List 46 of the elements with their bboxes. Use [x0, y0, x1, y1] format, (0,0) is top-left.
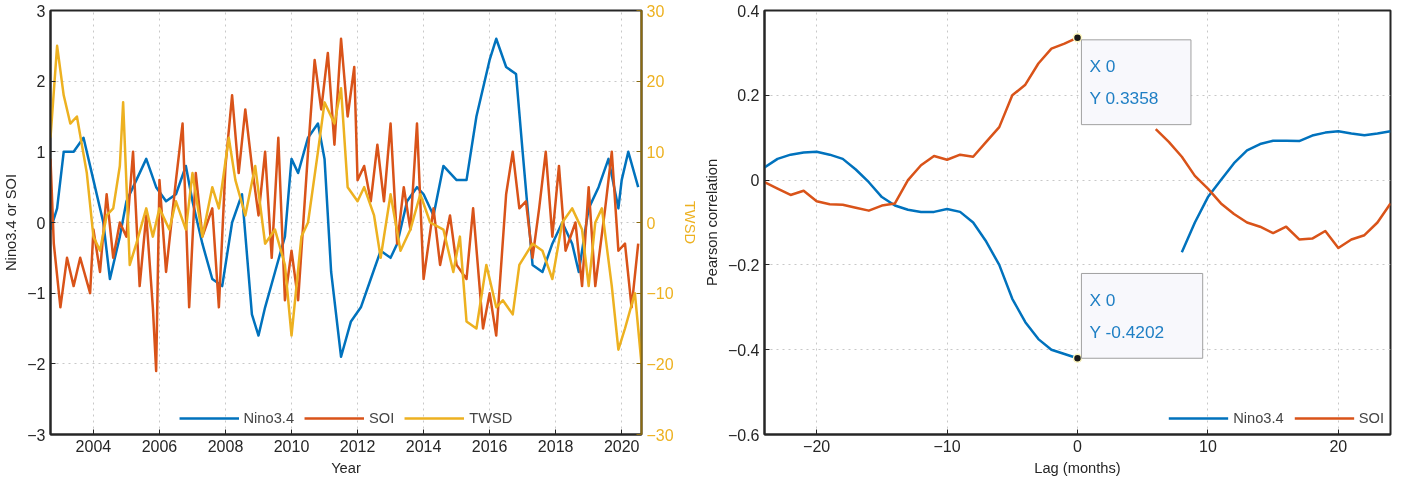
y-tick-label: −3 [27, 426, 46, 444]
y-axis-title: Pearson correlation [703, 158, 720, 287]
x-tick-label: −10 [933, 437, 961, 455]
x-axis-title: Lag (months) [1034, 459, 1121, 476]
x-tick-label: 2012 [339, 437, 376, 455]
legend-label: Nino3.4 [243, 410, 295, 426]
y2-axis-title: TWSD [681, 200, 698, 245]
y-tick-label: 1 [36, 143, 46, 161]
y2-tick-label: 0 [646, 214, 656, 232]
x-axis-title: Year [331, 459, 361, 476]
x-tick-label: −20 [803, 437, 831, 455]
x-tick-label: 2004 [75, 437, 112, 455]
legend-label: SOI [1358, 410, 1384, 426]
y2-tick-label: 30 [646, 2, 665, 20]
y2-tick-label: −10 [646, 285, 674, 303]
x-tick-label: 2016 [471, 437, 508, 455]
y-tick-label: 3 [36, 2, 46, 20]
annotation: X 0 Y 0.3358 [1089, 56, 1159, 109]
y2-tick-label: −20 [646, 355, 674, 373]
y2-tick-label: 10 [646, 143, 665, 161]
x-tick-label: 2018 [537, 437, 574, 455]
x-tick-label: 2010 [273, 437, 310, 455]
legend-label: Nino3.4 [1233, 410, 1284, 426]
y2-tick-label: −30 [646, 426, 674, 444]
y-tick-label: 0 [750, 172, 760, 190]
annotation: X 0 Y -0.4202 [1089, 289, 1165, 342]
y-tick-label: 2 [36, 73, 46, 91]
legend-label: SOI [369, 410, 395, 426]
y-axis-title: Nino3.4 or SOI [3, 174, 20, 271]
x-tick-label: 20 [1329, 437, 1348, 455]
y-tick-label: −2 [27, 355, 46, 373]
y-tick-label: 0.4 [737, 2, 760, 20]
x-tick-label: 10 [1199, 437, 1217, 455]
y-tick-label: −1 [27, 285, 46, 303]
y-tick-label: 0 [36, 214, 46, 232]
y-tick-label: −0.6 [727, 426, 760, 444]
y-tick-label: 0.2 [737, 87, 760, 105]
y2-tick-label: 20 [646, 73, 665, 91]
x-tick-label: 2014 [405, 437, 442, 455]
legend-label: TWSD [469, 410, 513, 426]
x-tick-label: 0 [1073, 437, 1083, 455]
x-tick-label: 2008 [207, 437, 244, 455]
y-tick-label: −0.2 [727, 256, 760, 274]
y-tick-label: −0.4 [727, 341, 760, 359]
x-tick-label: 2006 [141, 437, 178, 455]
x-tick-label: 2020 [603, 437, 640, 455]
